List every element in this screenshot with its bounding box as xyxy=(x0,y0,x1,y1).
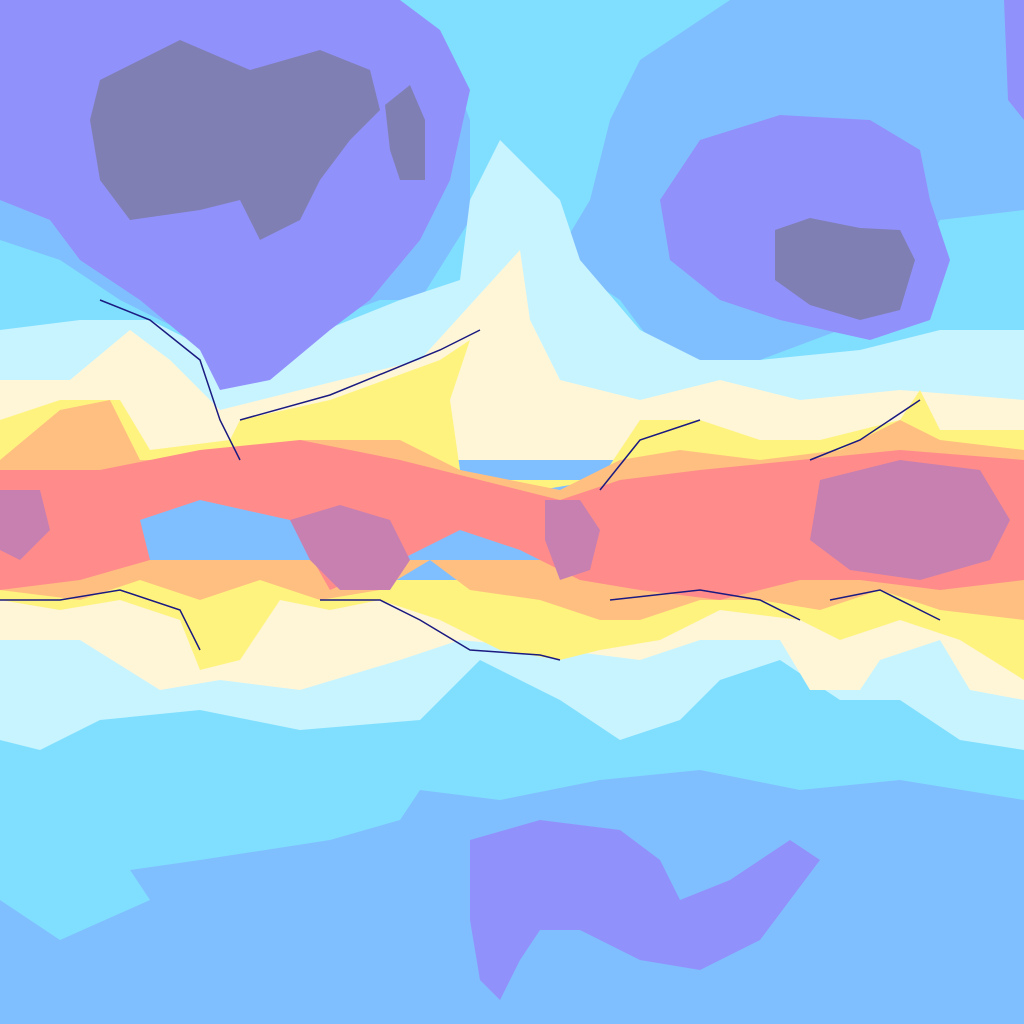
hottest-patch-africa xyxy=(290,505,410,590)
hottest-patch-west xyxy=(0,490,50,560)
hottest-patch-center xyxy=(545,500,600,580)
coldest-north-west xyxy=(90,40,380,240)
hottest-patch-east xyxy=(810,460,1010,580)
very-hot-equatorial-band xyxy=(0,440,1024,600)
contour-line-north xyxy=(99,299,921,491)
cool-south-band xyxy=(0,650,1024,940)
very-cold-north-edge xyxy=(1004,0,1024,120)
coldest-north-east xyxy=(775,218,915,320)
warm-south xyxy=(0,580,1024,680)
contour-line-south xyxy=(0,589,941,661)
coldest-north-west-2 xyxy=(385,85,425,180)
mild-north xyxy=(0,250,1024,460)
very-cold-south xyxy=(470,820,820,1000)
